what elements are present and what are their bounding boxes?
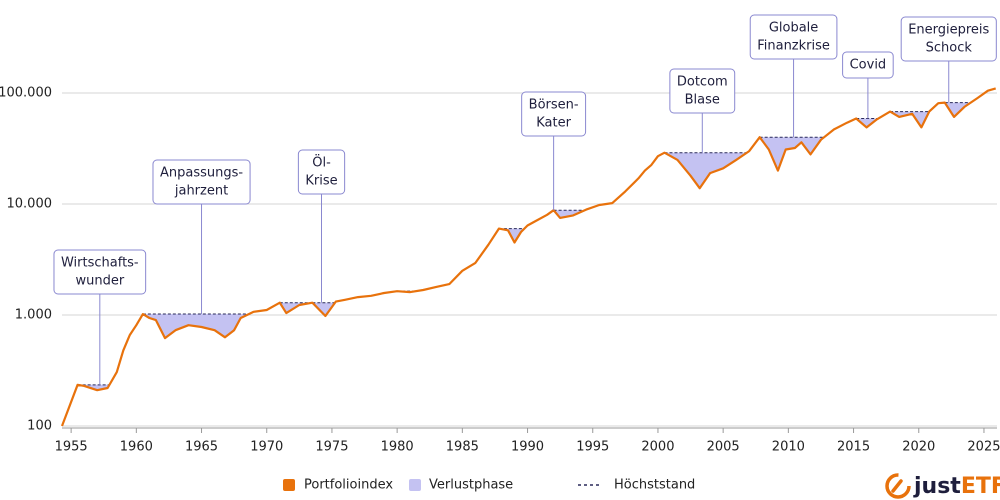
legend-label: Verlustphase [429,478,513,493]
annotation-box [53,249,147,295]
annotation: Energiepreis Schock [900,16,997,103]
annotation: Anpassungs-jahrzent [152,159,251,315]
logo-icon [891,479,903,493]
drawdown-area [664,152,747,189]
drawdown-area [312,302,335,316]
annotation-text: Öl- [312,154,331,171]
annotation-text: Covid [850,58,887,73]
annotation-box [669,68,736,114]
annotation-box [297,149,346,195]
logo-prefix: just [913,474,961,499]
annotation-box [749,14,838,60]
annotation-text: Globale [769,21,818,36]
annotation-text: wunder [75,274,124,289]
drawdowns [77,102,971,391]
annotation-text: Dotcom [677,75,728,90]
x-tick-label: 2025 [967,440,1000,455]
x-tick-label: 1955 [55,440,88,455]
annotation-text: Wirtschafts- [61,256,139,271]
annotation-text: jahrzent [174,184,228,199]
x-tick-label: 1965 [185,440,218,455]
annotation-box [900,16,997,62]
legend-swatch [283,479,295,491]
annotation-text: Finanzkrise [757,39,830,54]
y-tick-label: 100 [27,419,52,434]
annotation: Globale Finanzkrise [749,14,838,138]
annotation: Covid [842,51,894,119]
annotation-text: Börsen- [529,98,579,113]
x-tick-label: 2020 [902,440,935,455]
logo: justETF [885,473,1000,499]
x-tick-label: 1985 [446,440,479,455]
logo-suffix: ETF [961,474,1000,499]
annotation: Wirtschafts-wunder [53,249,147,385]
series-line [60,87,997,427]
y-tick-label: 1.000 [15,308,52,323]
annotation-text: Schock [926,41,973,56]
annotation-box [842,51,894,79]
logo-text: justETF [913,474,1000,499]
annotation: Börsen- Kater [521,91,587,211]
logo-icon [885,473,911,499]
drawdown-area [856,118,879,128]
annotation-text: Kater [536,116,571,131]
annotation-text: Krise [305,174,337,189]
x-tick-label: 1975 [315,440,348,455]
drawdown-area [279,302,313,314]
annotation-box [521,91,587,137]
x-tick-label: 1995 [576,440,609,455]
annotation: Öl- Krise [297,149,346,303]
x-tick-label: 2015 [837,440,870,455]
x-tick-label: 2005 [707,440,740,455]
y-tick-label: 100.000 [0,86,52,101]
annotation-box [152,159,251,205]
annotation-text: Blase [685,93,720,108]
x-tick-label: 2010 [772,440,805,455]
legend-label: Höchststand [614,478,695,493]
annotation: Dotcom Blase [669,68,736,153]
y-tick-label: 10.000 [7,197,53,212]
x-tick-label: 1970 [250,440,283,455]
x-tick-label: 1990 [511,440,544,455]
x-tick-label: 1980 [381,440,414,455]
x-tick-label: 2000 [641,440,674,455]
annotation-text: Energiepreis [908,23,989,38]
annotation-text: Anpassungs- [160,166,243,181]
legend-swatch [409,479,421,491]
drawdown-area [759,137,825,171]
legend-label: Portfolioindex [304,478,393,493]
drawdown-area [553,210,585,218]
x-tick-label: 1960 [120,440,153,455]
